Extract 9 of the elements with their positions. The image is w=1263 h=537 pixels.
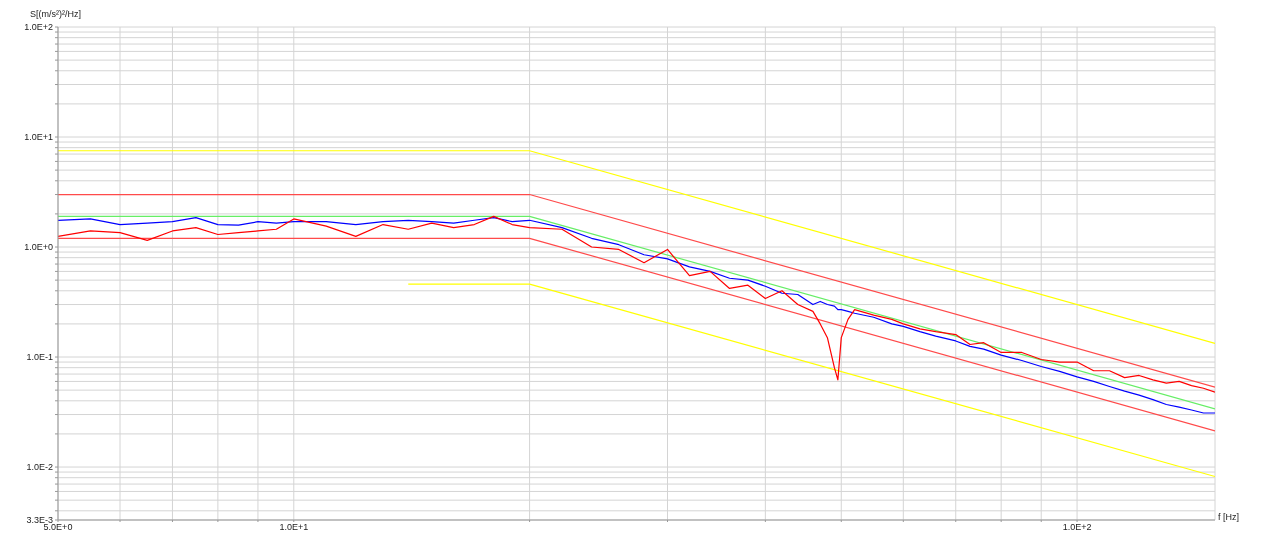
y-tick-label: 1.0E+1 — [24, 132, 53, 143]
x-tick-label: 1.0E+1 — [279, 522, 309, 533]
y-tick-label: 1.0E-2 — [26, 462, 53, 473]
y-axis-title: S[(m/s²)²/Hz] — [30, 9, 81, 19]
x-axis-title: f [Hz] — [1218, 512, 1240, 522]
y-tick-label: 1.0E-1 — [26, 352, 53, 363]
y-tick-label: 1.0E+0 — [24, 242, 53, 253]
y-tick-label: 1.0E+2 — [24, 22, 53, 33]
x-tick-label: 1.0E+2 — [1062, 522, 1092, 533]
